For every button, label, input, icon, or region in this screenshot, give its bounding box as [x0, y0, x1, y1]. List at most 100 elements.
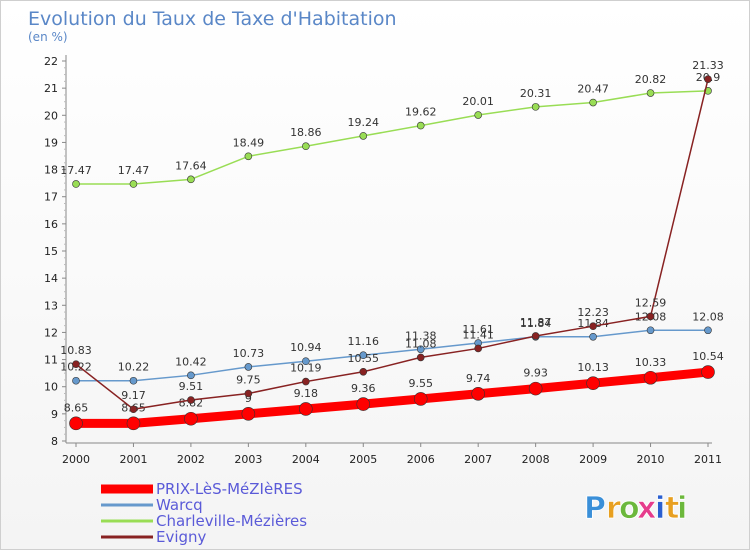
data-label: 11.16 [348, 335, 380, 348]
data-point [359, 367, 368, 376]
brand-logo-letter: o [619, 491, 640, 526]
data-point [589, 98, 597, 107]
data-label: 9.74 [466, 372, 491, 385]
y-tick-label: 19 [44, 136, 58, 149]
legend-label: Evigny [156, 528, 207, 546]
data-point [646, 89, 655, 97]
data-point [244, 389, 253, 398]
y-tick-label: 17 [44, 191, 58, 204]
data-point [244, 363, 253, 371]
data-label: 20.01 [462, 95, 494, 108]
data-point [187, 396, 195, 404]
data-point [359, 351, 368, 360]
data-point [531, 332, 540, 340]
data-point [704, 326, 712, 335]
y-tick-label: 18 [44, 164, 58, 177]
chart-title: Evolution du Taux de Taxe d'Habitation [28, 8, 397, 30]
x-tick-label: 2006 [407, 453, 435, 466]
data-label: 11.38 [405, 329, 437, 342]
data-point [126, 416, 141, 431]
x-tick-label: 2008 [522, 453, 550, 466]
data-point [416, 353, 425, 362]
data-point [589, 322, 597, 330]
data-label: 9.17 [121, 389, 146, 402]
data-point [302, 142, 310, 151]
data-point [643, 370, 658, 385]
data-label: 9 [245, 392, 252, 405]
data-point [244, 152, 253, 161]
data-label: 9.18 [294, 387, 319, 400]
y-tick-label: 21 [44, 82, 58, 95]
legend-label: PRIX-LèS-MéZIèRES [156, 480, 303, 498]
y-tick-label: 15 [44, 245, 58, 258]
data-label: 10.73 [233, 347, 265, 360]
brand-logo-letter: i [677, 491, 687, 526]
data-point [187, 371, 195, 380]
x-tick-label: 2001 [119, 453, 147, 466]
y-tick-label: 11 [44, 354, 58, 367]
x-tick-label: 2010 [637, 453, 665, 466]
data-label: 20.31 [520, 87, 552, 100]
data-point [359, 132, 368, 140]
data-point [589, 332, 597, 341]
y-tick-label: 14 [44, 272, 58, 285]
data-point [646, 312, 655, 321]
data-label: 17.64 [175, 159, 207, 172]
brand-logo-letter: t [665, 491, 679, 526]
data-label: 12.59 [635, 296, 667, 309]
y-tick-label: 10 [44, 381, 58, 394]
data-label: 12.08 [692, 310, 724, 323]
data-label: 11.61 [462, 323, 494, 336]
data-point [471, 386, 485, 401]
data-point [72, 180, 80, 188]
data-label: 10.33 [635, 356, 667, 369]
data-label: 21.33 [692, 59, 724, 72]
data-point [69, 416, 83, 431]
x-tick-label: 2000 [62, 453, 90, 466]
data-label: 18.49 [233, 136, 265, 149]
data-point [184, 411, 198, 426]
data-point [531, 103, 540, 111]
data-label: 11.87 [520, 316, 552, 329]
data-label: 19.62 [405, 106, 437, 119]
x-tick-label: 2009 [579, 453, 607, 466]
data-point [299, 402, 313, 416]
data-point [416, 345, 425, 354]
data-label: 11.84 [520, 317, 552, 330]
data-point [129, 405, 138, 414]
data-point [129, 376, 138, 385]
data-label: 17.47 [118, 164, 150, 177]
data-point [704, 75, 712, 83]
data-label: 8.65 [64, 401, 89, 414]
x-tick-label: 2005 [349, 453, 377, 466]
legend-label: Warcq [156, 496, 203, 514]
data-label: 9.75 [236, 374, 261, 387]
data-label: 9.51 [179, 380, 204, 393]
y-tick-label: 9 [51, 408, 58, 421]
data-point [413, 392, 428, 406]
data-point [528, 381, 543, 396]
brand-logo-letter: x [637, 491, 656, 526]
series-line-0 [71, 367, 713, 428]
y-tick-label: 8 [51, 435, 58, 448]
data-point [586, 376, 600, 390]
data-label: 10.22 [118, 361, 150, 374]
data-label: 10.83 [60, 344, 92, 357]
y-tick-label: 20 [44, 109, 58, 122]
legend-label: Charleville-Mézières [156, 512, 307, 530]
data-point [72, 376, 80, 385]
data-point [356, 397, 371, 411]
x-tick-label: 2011 [694, 453, 722, 466]
data-label: 10.42 [175, 355, 207, 368]
series-line-3 [75, 78, 709, 410]
x-tick-label: 2003 [234, 453, 262, 466]
data-label: 10.94 [290, 341, 322, 354]
series-line-1 [75, 329, 709, 382]
x-tick-label: 2004 [292, 453, 320, 466]
data-point [646, 326, 655, 335]
data-point [474, 111, 482, 119]
data-label: 9.36 [351, 382, 376, 395]
data-label: 9.55 [408, 377, 433, 390]
